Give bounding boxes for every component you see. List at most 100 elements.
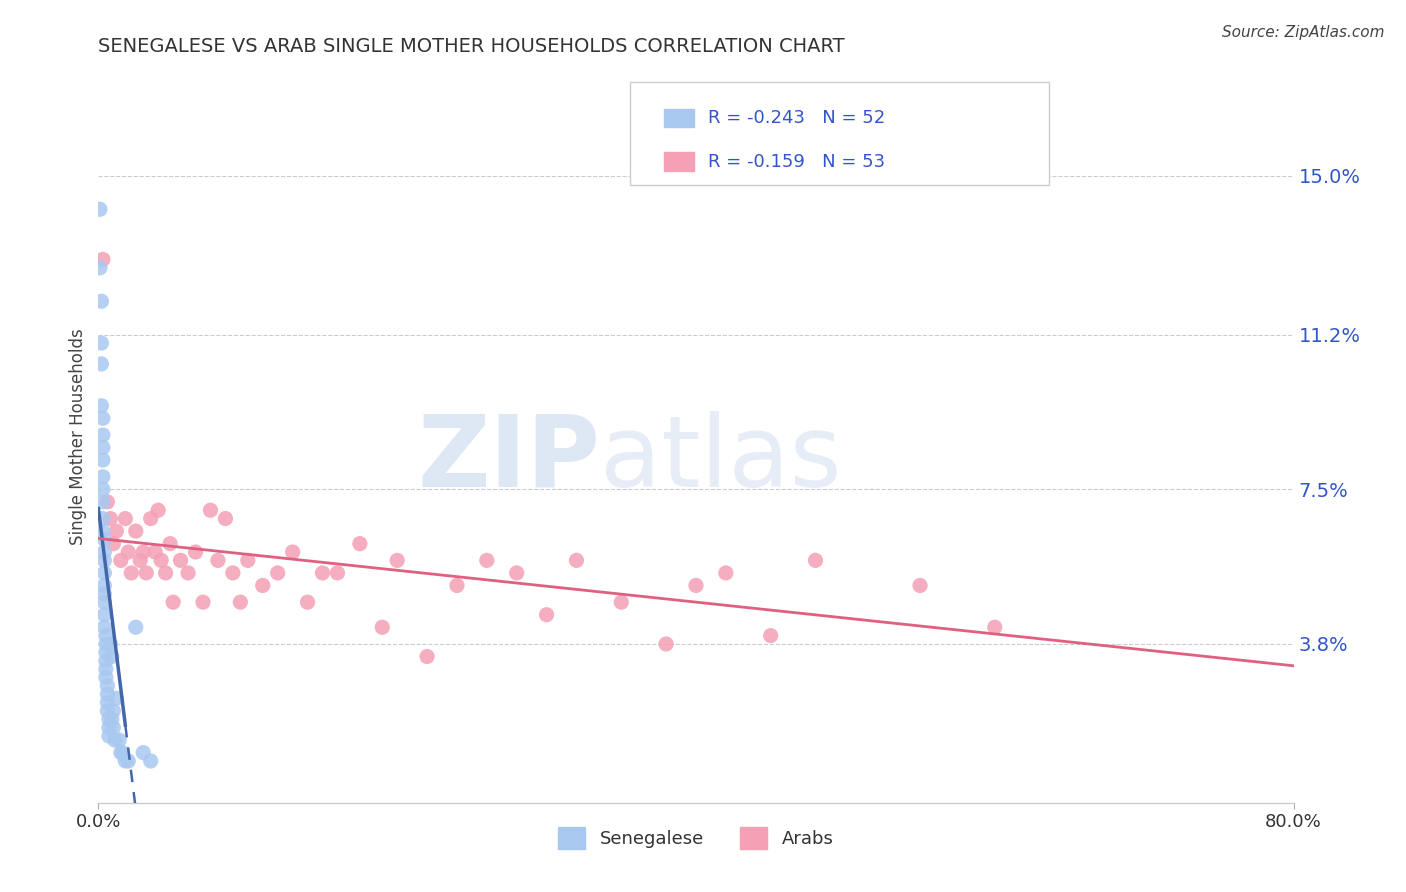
Point [91, 470, 114, 484]
Point [89, 202, 111, 217]
Point [125, 524, 148, 538]
Point [93, 595, 115, 609]
Point [685, 578, 707, 592]
Point [229, 595, 252, 609]
Point [139, 511, 162, 525]
Point [91, 453, 114, 467]
Point [94, 629, 117, 643]
Point [349, 536, 371, 550]
Point [117, 754, 139, 768]
Point [610, 595, 633, 609]
Point [135, 566, 157, 580]
Point [184, 545, 207, 559]
Point [93, 578, 115, 592]
Point [214, 511, 236, 525]
Point [94, 662, 117, 676]
Point [110, 746, 132, 760]
Point [536, 607, 558, 622]
Point [97, 729, 120, 743]
Point [162, 595, 184, 609]
Point [143, 545, 166, 559]
Point [416, 649, 439, 664]
Point [207, 553, 229, 567]
Point [96, 495, 118, 509]
Text: atlas: atlas [600, 410, 842, 508]
Bar [664, 109, 693, 127]
Point [91, 511, 114, 525]
Point [104, 733, 127, 747]
Point [655, 637, 678, 651]
Point [252, 578, 274, 592]
Point [506, 566, 529, 580]
Point [155, 566, 177, 580]
Point [98, 511, 122, 525]
Point [200, 503, 222, 517]
Point [90, 399, 112, 413]
Point [169, 553, 191, 567]
Point [371, 620, 394, 634]
Point [984, 620, 1007, 634]
Point [759, 629, 782, 643]
Point [326, 566, 349, 580]
Point [297, 595, 319, 609]
Point [139, 754, 162, 768]
Point [101, 649, 124, 664]
Text: Source: ZipAtlas.com: Source: ZipAtlas.com [1222, 25, 1385, 40]
Point [96, 704, 118, 718]
Point [90, 357, 112, 371]
Point [236, 553, 259, 567]
Point [222, 566, 245, 580]
Point [96, 679, 118, 693]
Y-axis label: Single Mother Households: Single Mother Households [69, 329, 87, 545]
Point [132, 545, 155, 559]
Point [446, 578, 468, 592]
Point [103, 536, 125, 550]
Point [91, 483, 114, 497]
Point [110, 553, 132, 567]
Text: R = -0.159   N = 53: R = -0.159 N = 53 [709, 153, 884, 170]
Point [94, 654, 117, 668]
Point [103, 721, 125, 735]
Point [89, 260, 111, 275]
Point [93, 587, 115, 601]
Point [105, 691, 128, 706]
Text: SENEGALESE VS ARAB SINGLE MOTHER HOUSEHOLDS CORRELATION CHART: SENEGALESE VS ARAB SINGLE MOTHER HOUSEHO… [98, 37, 845, 56]
Point [94, 645, 117, 659]
FancyBboxPatch shape [630, 82, 1049, 185]
Legend: Senegalese, Arabs: Senegalese, Arabs [558, 827, 834, 848]
Point [148, 503, 170, 517]
Point [91, 441, 114, 455]
Point [475, 553, 498, 567]
Point [93, 620, 115, 634]
Point [311, 566, 333, 580]
Point [91, 411, 114, 425]
Point [125, 620, 148, 634]
Point [91, 252, 114, 267]
Point [159, 536, 181, 550]
Point [91, 428, 114, 442]
Point [93, 533, 115, 547]
Point [111, 746, 134, 760]
Point [93, 566, 115, 580]
Point [101, 712, 124, 726]
Point [114, 754, 136, 768]
Text: ZIP: ZIP [418, 410, 600, 508]
Point [94, 637, 117, 651]
Point [94, 670, 117, 684]
Point [97, 721, 120, 735]
Point [804, 553, 827, 567]
Point [114, 511, 136, 525]
Point [191, 595, 214, 609]
Point [97, 712, 120, 726]
Point [132, 746, 155, 760]
Bar [664, 153, 693, 170]
Point [96, 696, 118, 710]
Text: R = -0.243   N = 52: R = -0.243 N = 52 [709, 109, 886, 127]
Point [105, 524, 128, 538]
Point [90, 336, 112, 351]
Point [385, 553, 409, 567]
Point [129, 553, 152, 567]
Point [120, 566, 142, 580]
Point [93, 607, 115, 622]
Point [93, 545, 115, 559]
